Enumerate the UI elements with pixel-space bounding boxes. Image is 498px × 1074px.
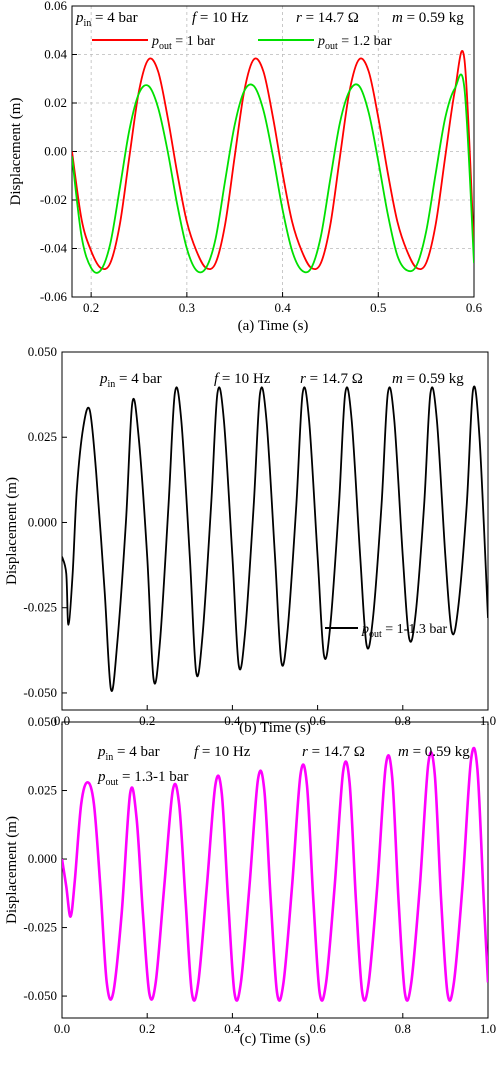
series-line-1 xyxy=(62,385,488,692)
parameter-annotation: r = 14.7 Ω xyxy=(296,10,359,26)
x-tick-label: 0.6 xyxy=(309,1021,326,1036)
y-axis-label: Displacement (m) xyxy=(8,98,24,206)
y-tick-label: -0.025 xyxy=(23,920,57,935)
parameter-annotation: m = 0.59 kg xyxy=(392,10,464,26)
legend-label: pout = 1.2 bar xyxy=(317,34,392,52)
y-tick-label: 0.025 xyxy=(28,783,57,798)
parameter-annotation: pin = 4 bar xyxy=(99,371,162,390)
x-axis-label: (a) Time (s) xyxy=(238,318,309,334)
x-tick-label: 0.5 xyxy=(370,300,386,315)
y-tick-label: 0.000 xyxy=(28,851,57,866)
chart-panel-a: 0.2 0.3 0.4 0.5 0.6 -0.06 -0.04 -0.02 0.00 0.02 0.… xyxy=(8,0,483,334)
plot-frame xyxy=(61,721,489,1019)
y-tick-label: -0.050 xyxy=(23,685,57,700)
x-tick-label: 0.0 xyxy=(54,713,70,728)
y-tick-label: 0.02 xyxy=(44,95,67,110)
y-tick-label: 0.050 xyxy=(28,714,57,729)
series-line-1 xyxy=(62,746,488,1002)
parameter-annotation: r = 14.7 Ω xyxy=(302,744,365,760)
y-tick-label: 0.04 xyxy=(44,47,67,62)
parameter-annotation: pin = 4 bar xyxy=(97,744,160,763)
x-tick-label: 0.2 xyxy=(83,300,99,315)
y-tick-label: 0.00 xyxy=(44,144,67,159)
x-tick-label: 0.8 xyxy=(395,713,411,728)
chart-panel-c: 0.0 0.2 0.4 0.6 0.8 1.0 -0.050 -0.025 0.000 0.025… xyxy=(4,714,496,1047)
parameter-annotation: r = 14.7 Ω xyxy=(300,371,363,387)
parameter-annotation: pin = 4 bar xyxy=(75,10,138,29)
y-tick-label: -0.04 xyxy=(40,241,68,256)
x-axis-label: (b) Time (s) xyxy=(239,720,311,736)
y-axis-label: Displacement (m) xyxy=(4,816,20,924)
y-tick-label: 0.025 xyxy=(28,429,57,444)
y-axis-label: Displacement (m) xyxy=(4,477,20,585)
x-tick-label: 0.0 xyxy=(54,1021,70,1036)
parameter-annotation: m = 0.59 kg xyxy=(398,744,470,760)
parameter-annotation: f = 10 Hz xyxy=(192,10,249,26)
x-tick-label: 0.8 xyxy=(395,1021,411,1036)
chart-panel-b: 0.0 0.2 0.4 0.6 0.8 1.0 -0.050 -0.025 0.000 0.025… xyxy=(4,344,496,736)
plot-frame xyxy=(61,351,489,711)
x-tick-label: 0.4 xyxy=(224,1021,241,1036)
x-tick-label: 0.3 xyxy=(179,300,195,315)
parameter-annotation: f = 10 Hz xyxy=(214,371,271,387)
x-axis-label: (c) Time (s) xyxy=(240,1031,311,1047)
y-tick-label: 0.050 xyxy=(28,344,57,359)
x-tick-label: 0.2 xyxy=(139,713,155,728)
y-tick-label: -0.025 xyxy=(23,600,57,615)
x-tick-label: 0.4 xyxy=(274,300,291,315)
parameter-annotation: pout = 1.3-1 bar xyxy=(97,769,188,788)
x-tick-label: 0.4 xyxy=(224,713,241,728)
y-tick-label: 0.000 xyxy=(28,514,57,529)
legend-label: pout = 1 bar xyxy=(151,34,215,52)
y-tick-label: -0.02 xyxy=(40,192,67,207)
series-line-2 xyxy=(72,73,474,274)
y-tick-label: -0.06 xyxy=(40,289,68,304)
x-tick-label: 0.2 xyxy=(139,1021,155,1036)
x-tick-label: 1.0 xyxy=(480,1021,496,1036)
x-tick-label: 1.0 xyxy=(480,713,496,728)
parameter-annotation: f = 10 Hz xyxy=(194,744,251,760)
y-tick-label: -0.050 xyxy=(23,988,57,1003)
series-line-1 xyxy=(72,50,474,271)
x-tick-label: 0.6 xyxy=(309,713,326,728)
y-tick-label: 0.06 xyxy=(44,0,67,13)
legend-label: pout = 1-1.3 bar xyxy=(361,622,448,640)
parameter-annotation: m = 0.59 kg xyxy=(392,371,464,387)
x-tick-label: 0.6 xyxy=(466,300,483,315)
